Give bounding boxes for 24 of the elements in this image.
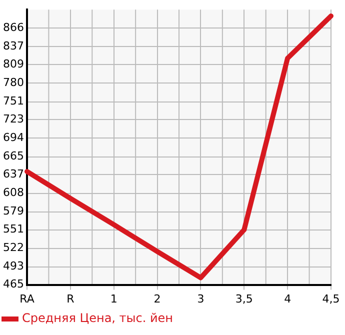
y-tick-label: 780	[2, 76, 24, 90]
y-tick-label: 751	[2, 94, 24, 108]
y-tick-label: 465	[2, 278, 24, 291]
y-tick-label: 522	[2, 241, 24, 254]
y-tick-label: 694	[2, 131, 24, 144]
y-tick-label: 579	[2, 204, 24, 218]
x-tick-label: RA	[20, 292, 35, 306]
y-tick-label: 665	[2, 150, 24, 163]
x-tick-label: 4,5	[322, 292, 340, 306]
y-tick-label: 809	[2, 58, 24, 70]
x-tick-label: 1	[110, 292, 118, 306]
y-tick-label: 551	[2, 222, 24, 236]
legend-label: Средняя Цена, тыс. йен	[22, 311, 174, 326]
x-tick-label: 3,5	[235, 292, 253, 306]
y-tick-label: 837	[2, 40, 24, 53]
y-tick-label: 637	[2, 168, 24, 181]
y-tick-label: 608	[2, 186, 24, 200]
x-tick-label: 3	[197, 292, 204, 306]
y-tick-label: 493	[2, 260, 24, 273]
x-tick-label: 2	[154, 292, 161, 306]
x-tick-label: R	[66, 292, 75, 306]
y-tick-label: 723	[2, 112, 24, 126]
x-tick-label: 4	[284, 292, 292, 306]
y-tick-label: 866	[2, 21, 24, 34]
